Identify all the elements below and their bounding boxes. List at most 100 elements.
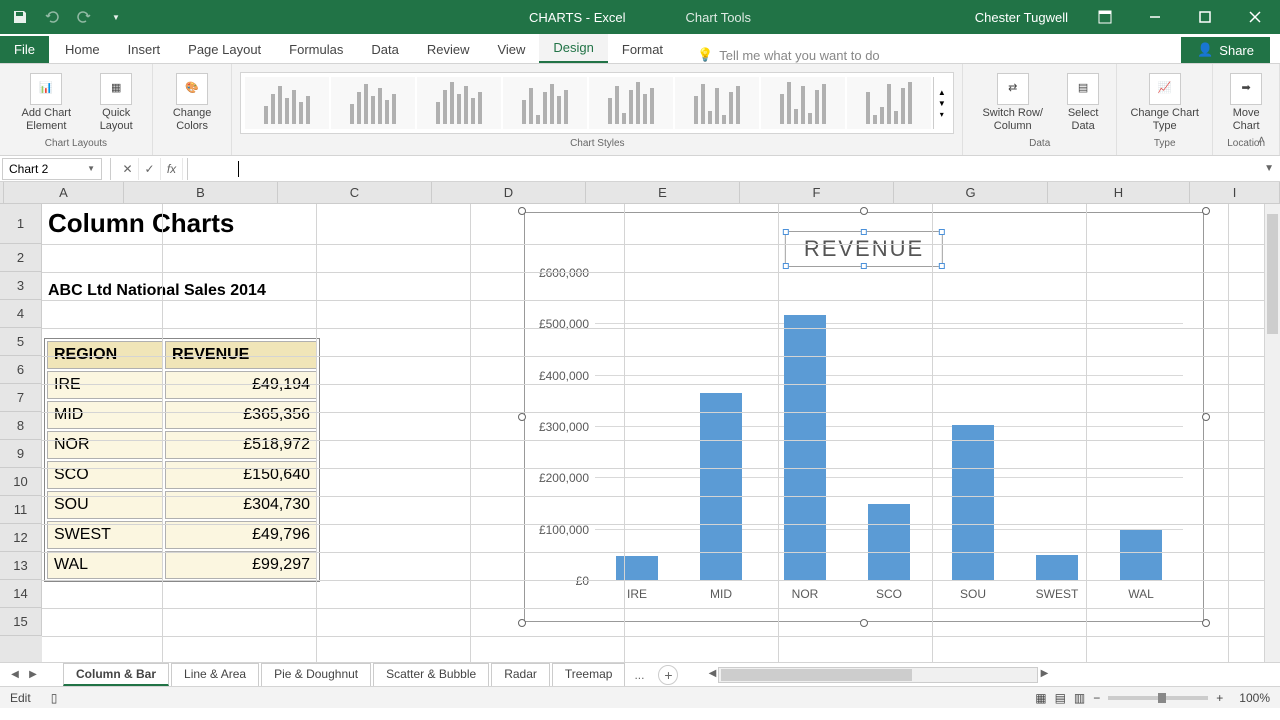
row-header-14[interactable]: 14 xyxy=(0,580,42,608)
chart-style-thumb[interactable] xyxy=(331,77,415,129)
row-header-8[interactable]: 8 xyxy=(0,412,42,440)
row-header-2[interactable]: 2 xyxy=(0,244,42,272)
maximize-button[interactable] xyxy=(1184,0,1226,34)
column-header-f[interactable]: F xyxy=(740,182,894,203)
tab-home[interactable]: Home xyxy=(51,36,114,63)
tab-design[interactable]: Design xyxy=(539,34,607,63)
chart-style-thumb[interactable] xyxy=(503,77,587,129)
row-header-1[interactable]: 1 xyxy=(0,204,42,244)
chart-style-thumb[interactable] xyxy=(675,77,759,129)
vscroll-thumb[interactable] xyxy=(1267,214,1278,334)
plot-area[interactable]: £0£100,000£200,000£300,000£400,000£500,0… xyxy=(595,273,1183,581)
change-chart-type-button[interactable]: 📈Change Chart Type xyxy=(1125,68,1204,138)
sheet-tabs-more[interactable]: ... xyxy=(626,668,652,682)
zoom-level[interactable]: 100% xyxy=(1239,691,1270,705)
username-label[interactable]: Chester Tugwell xyxy=(975,10,1068,25)
switch-row-column-button[interactable]: ⇄Switch Row/ Column xyxy=(971,68,1054,138)
chart-bar[interactable] xyxy=(1036,555,1078,581)
formula-input[interactable] xyxy=(188,158,1258,180)
zoom-thumb[interactable] xyxy=(1158,693,1166,703)
chart-selection-handle[interactable] xyxy=(518,619,526,627)
row-header-9[interactable]: 9 xyxy=(0,440,42,468)
zoom-out-button[interactable]: − xyxy=(1093,691,1100,705)
hscroll-right-icon[interactable]: ▶ xyxy=(1035,668,1053,679)
chart-object[interactable]: REVENUE £0£100,000£200,000£300,000£400,0… xyxy=(524,212,1204,622)
row-header-15[interactable]: 15 xyxy=(0,608,42,636)
sheet-tab[interactable]: Treemap xyxy=(552,663,626,686)
view-normal-icon[interactable]: ▦ xyxy=(1035,691,1046,705)
chart-bar[interactable] xyxy=(784,315,826,581)
row-header-5[interactable]: 5 xyxy=(0,328,42,356)
tab-insert[interactable]: Insert xyxy=(114,36,175,63)
chart-style-thumb[interactable] xyxy=(761,77,845,129)
vertical-scrollbar[interactable] xyxy=(1264,204,1280,662)
insert-function-button[interactable]: fx xyxy=(161,158,183,180)
collapse-ribbon-icon[interactable]: ˄ xyxy=(1258,133,1274,149)
chart-bar[interactable] xyxy=(1120,530,1162,581)
zoom-in-button[interactable]: + xyxy=(1216,691,1223,705)
sheet-tab[interactable]: Column & Bar xyxy=(63,663,169,686)
sheet-tab[interactable]: Pie & Doughnut xyxy=(261,663,371,686)
tab-data[interactable]: Data xyxy=(357,36,412,63)
ribbon-options-icon[interactable] xyxy=(1084,0,1126,34)
sheet-tab[interactable]: Scatter & Bubble xyxy=(373,663,489,686)
chart-selection-handle[interactable] xyxy=(518,413,526,421)
redo-icon[interactable] xyxy=(74,7,94,27)
row-header-4[interactable]: 4 xyxy=(0,300,42,328)
column-header-e[interactable]: E xyxy=(586,182,740,203)
chart-styles-gallery[interactable]: ▲▼▾ xyxy=(240,72,954,134)
cells-area[interactable]: Column Charts ABC Ltd National Sales 201… xyxy=(42,204,1280,662)
chart-styles-more-icon[interactable]: ▲▼▾ xyxy=(933,77,949,129)
chart-title-handle[interactable] xyxy=(861,263,867,269)
view-page-layout-icon[interactable]: ▤ xyxy=(1055,691,1066,705)
sheet-tab[interactable]: Radar xyxy=(491,663,550,686)
move-chart-button[interactable]: ➡Move Chart xyxy=(1221,68,1271,138)
name-box[interactable]: Chart 2 ▼ xyxy=(2,158,102,180)
enter-formula-button[interactable]: ✓ xyxy=(139,158,161,180)
sheet-nav-next-icon[interactable]: ▶ xyxy=(24,669,42,680)
quick-layout-button[interactable]: ▦Quick Layout xyxy=(89,68,144,138)
column-header-c[interactable]: C xyxy=(278,182,432,203)
chart-selection-handle[interactable] xyxy=(860,619,868,627)
save-icon[interactable] xyxy=(10,7,30,27)
row-header-10[interactable]: 10 xyxy=(0,468,42,496)
tab-formulas[interactable]: Formulas xyxy=(275,36,357,63)
chart-style-thumb[interactable] xyxy=(589,77,673,129)
column-header-b[interactable]: B xyxy=(124,182,278,203)
chart-title[interactable]: REVENUE xyxy=(785,231,943,267)
chart-selection-handle[interactable] xyxy=(1202,619,1210,627)
column-header-g[interactable]: G xyxy=(894,182,1048,203)
cancel-formula-button[interactable]: ✕ xyxy=(117,158,139,180)
tab-view[interactable]: View xyxy=(483,36,539,63)
chart-title-handle[interactable] xyxy=(939,263,945,269)
zoom-slider[interactable] xyxy=(1108,696,1208,700)
chart-style-thumb[interactable] xyxy=(245,77,329,129)
add-sheet-button[interactable]: + xyxy=(658,665,678,685)
row-header-7[interactable]: 7 xyxy=(0,384,42,412)
chart-title-handle[interactable] xyxy=(783,263,789,269)
tab-format[interactable]: Format xyxy=(608,36,677,63)
chart-title-handle[interactable] xyxy=(783,229,789,235)
chart-bar[interactable] xyxy=(868,504,910,581)
chart-selection-handle[interactable] xyxy=(1202,207,1210,215)
chart-style-thumb[interactable] xyxy=(847,77,931,129)
tab-file[interactable]: File xyxy=(0,36,49,63)
sheet-tab[interactable]: Line & Area xyxy=(171,663,259,686)
change-colors-button[interactable]: 🎨Change Colors xyxy=(161,68,223,138)
share-button[interactable]: 👤 Share xyxy=(1181,37,1270,63)
column-header-h[interactable]: H xyxy=(1048,182,1190,203)
tab-page-layout[interactable]: Page Layout xyxy=(174,36,275,63)
chart-selection-handle[interactable] xyxy=(860,207,868,215)
macro-record-icon[interactable]: ▯ xyxy=(51,691,58,705)
chart-title-handle[interactable] xyxy=(861,229,867,235)
horizontal-scrollbar[interactable]: ◀ ▶ xyxy=(718,667,1038,683)
chart-selection-handle[interactable] xyxy=(1202,413,1210,421)
chart-style-thumb[interactable] xyxy=(417,77,501,129)
chart-title-handle[interactable] xyxy=(939,229,945,235)
close-button[interactable] xyxy=(1234,0,1276,34)
column-header-i[interactable]: I xyxy=(1190,182,1280,203)
chart-selection-handle[interactable] xyxy=(518,207,526,215)
select-data-button[interactable]: ▤Select Data xyxy=(1058,68,1108,138)
tell-me-search[interactable]: 💡 Tell me what you want to do xyxy=(697,47,880,63)
view-page-break-icon[interactable]: ▥ xyxy=(1074,691,1085,705)
